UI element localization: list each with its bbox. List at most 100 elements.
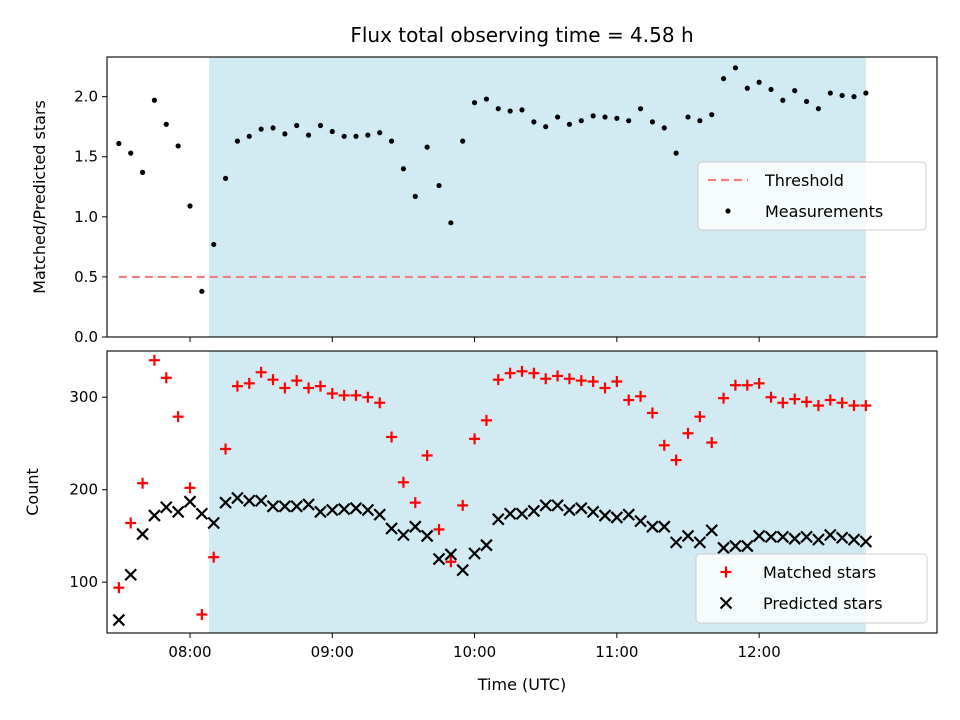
- measurement-point: [756, 79, 762, 85]
- predicted-point-b: [361, 503, 375, 517]
- predicted-point: [776, 530, 790, 544]
- predicted-point-b: [136, 527, 149, 541]
- predicted-point: [717, 541, 730, 555]
- matched-point: [646, 407, 658, 419]
- matched-point: [552, 370, 564, 382]
- predicted-point-b: [835, 531, 849, 545]
- matched-point: [587, 376, 599, 388]
- matched-point: [208, 551, 220, 563]
- matched-point: [516, 365, 528, 377]
- matched-point: [623, 394, 635, 406]
- predicted-point-b: [444, 548, 458, 561]
- measurement-point: [709, 112, 715, 118]
- matched-point: [362, 391, 374, 403]
- matched-point: [765, 391, 777, 403]
- predicted-point: [586, 505, 600, 519]
- predicted-point: [243, 494, 256, 508]
- matched-point: [350, 389, 362, 401]
- predicted-point: [622, 508, 635, 521]
- measurement-point: [377, 130, 383, 136]
- predicted-point: [752, 529, 766, 543]
- predicted-point-b: [183, 495, 197, 508]
- predicted-point: [231, 491, 244, 505]
- legend-predicted-marker-b: [719, 596, 733, 610]
- predicted-point: [420, 529, 434, 543]
- measurement-point: [649, 119, 656, 125]
- matched-point: [445, 556, 457, 568]
- predicted-point-b: [705, 524, 718, 537]
- matched-point: [860, 400, 872, 412]
- matched-point: [196, 609, 208, 621]
- matched-point: [314, 380, 326, 392]
- measurement-point: [543, 124, 549, 130]
- matched-point: [160, 372, 172, 384]
- measurement-point: [495, 106, 501, 112]
- predicted-point: [563, 503, 576, 517]
- measurement-point: [246, 133, 252, 139]
- predicted-point-b: [171, 505, 185, 519]
- predicted-point-b: [729, 539, 742, 553]
- measurement-point: [602, 114, 608, 120]
- predicted-point-b: [788, 532, 801, 545]
- measurement-point: [353, 133, 359, 139]
- predicted-point-b: [195, 507, 209, 521]
- predicted-point: [539, 499, 552, 512]
- measurement-point: [471, 100, 478, 106]
- matched-point: [457, 499, 469, 511]
- measurement-point: [341, 133, 347, 139]
- measurement-point: [163, 121, 169, 127]
- matched-point: [267, 374, 279, 386]
- matched-point: [279, 382, 291, 394]
- predicted-point-b: [610, 511, 624, 524]
- top-marks: [116, 65, 869, 294]
- bottom-panel: 100 200 300 08:00 09:00 10:00 11:00 12:00 Coun…: [23, 350, 938, 694]
- predicted-point: [575, 501, 588, 515]
- measurement-point: [128, 150, 134, 156]
- measurement-point: [827, 90, 833, 96]
- predicted-point-b: [148, 509, 161, 522]
- measurement-point: [388, 138, 395, 144]
- matched-point: [255, 366, 267, 378]
- measurement-point: [685, 114, 691, 120]
- predicted-point: [326, 503, 339, 517]
- matched-point: [172, 411, 184, 423]
- predicted-point: [112, 613, 126, 627]
- matched-point: [125, 517, 137, 529]
- measurement-point: [483, 96, 490, 102]
- predicted-point-b: [800, 530, 813, 544]
- bottom-x-tick-label: 12:00: [738, 643, 781, 661]
- bottom-x-tick-label: 10:00: [453, 643, 496, 661]
- predicted-point: [468, 547, 481, 560]
- matched-point: [599, 382, 611, 394]
- matched-point: [694, 411, 706, 423]
- measurement-point: [673, 150, 679, 156]
- measurement-point: [436, 182, 442, 189]
- measurement-point: [744, 85, 750, 91]
- top-y-tick-label: 0.5: [74, 268, 98, 286]
- predicted-point-b: [515, 507, 529, 521]
- predicted-point: [705, 524, 718, 537]
- measurement-point: [400, 166, 407, 172]
- measurement-point: [424, 144, 430, 150]
- predicted-point-b: [646, 520, 659, 533]
- predicted-point: [160, 500, 173, 514]
- measurement-point: [792, 88, 798, 94]
- predicted-point-b: [693, 536, 707, 549]
- bottom-y-tick-label: 100: [69, 573, 98, 591]
- predicted-point: [278, 500, 292, 513]
- predicted-point: [681, 529, 695, 543]
- predicted-point-b: [468, 547, 481, 560]
- measurement-point: [282, 131, 288, 137]
- predicted-point-b: [812, 533, 825, 546]
- bottom-axes-frame: [106, 350, 938, 634]
- legend-matched-marker: [720, 566, 732, 578]
- legend-matched-label: Matched stars: [763, 563, 876, 582]
- predicted-point-b: [397, 528, 410, 542]
- legend-predicted-marker: [719, 596, 733, 610]
- matched-point: [433, 523, 445, 535]
- matched-point: [575, 375, 587, 387]
- top-y-tick-label: 0.0: [74, 328, 98, 346]
- measurement-point: [531, 119, 537, 125]
- matched-point: [113, 582, 125, 594]
- matched-point: [706, 437, 718, 449]
